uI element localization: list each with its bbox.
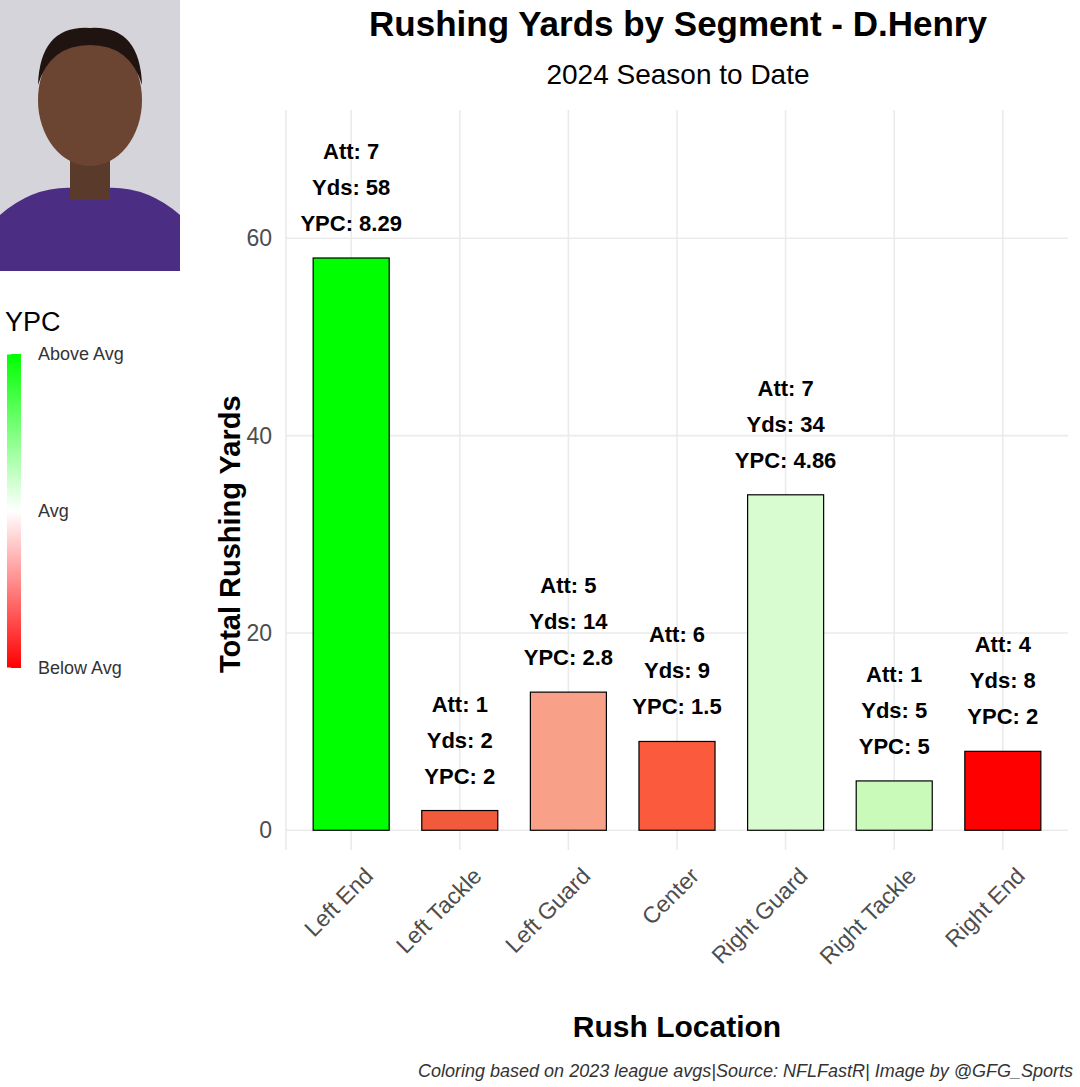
x-tick-label: Left End [299,863,378,942]
category-grid-line [676,110,678,850]
x-tick-label: Left Tackle [391,863,487,959]
bar [422,811,498,831]
colorbar-tick [7,668,11,669]
data-label: Att: 7 [323,139,379,164]
data-label: Att: 4 [975,632,1032,657]
colorbar-label: Below Avg [38,658,122,678]
chart: 0 20 40 60 Att: 7 Yds: 58 YPC: 8.29 Att: 1 Yds: … [0,0,1080,1087]
caption: Coloring based on 2023 league avgs|Sourc… [418,1061,1073,1081]
data-label: Att: 1 [432,692,488,717]
player-photo [0,0,180,271]
photo-shoulders [0,188,180,271]
x-tick-label: Right Tackle [814,863,921,970]
background [0,0,1080,1087]
y-tick-label: 0 [259,817,272,843]
data-label: Att: 7 [758,376,814,401]
y-tick-label: 60 [246,225,272,251]
data-labels: Att: 7 Yds: 58 YPC: 8.29 Att: 1 Yds: 2 YPC: 2… [300,139,1038,789]
colorbar-label: Avg [38,501,69,521]
title: Rushing Yards by Segment - D.Henry [369,4,987,43]
colorbar-label: Above Avg [38,344,124,364]
data-label: Yds: 34 [746,412,825,437]
y-axis-line [286,110,287,850]
bars [313,258,1041,830]
y-axis-title: Total Rushing Yards [214,395,246,673]
bar [748,495,824,830]
x-axis-title: Rush Location [573,1010,781,1043]
data-label: YPC: 5 [859,734,930,759]
data-label: Att: 6 [649,622,705,647]
x-tick-label: Center [637,862,704,929]
data-label: Yds: 2 [427,728,493,753]
data-label: Yds: 5 [861,698,927,723]
colorbar [7,354,21,668]
y-tick-label: 20 [246,620,272,646]
data-label: Att: 1 [866,662,922,687]
x-tick-label: Right Guard [706,863,812,969]
bar [313,258,389,830]
colorbar-tick [7,511,11,512]
colorbar-title: YPC [5,307,61,337]
category-grid-line [1002,110,1004,850]
data-label: YPC: 2.8 [524,645,613,670]
x-tick-label: Right End [940,863,1030,953]
data-label: Att: 5 [540,573,596,598]
bar [965,751,1041,830]
data-label: Yds: 14 [529,609,608,634]
data-label: YPC: 1.5 [632,694,721,719]
data-label: YPC: 2 [424,764,495,789]
photo-ground [0,0,180,271]
y-tick-label: 40 [246,423,272,449]
data-label: YPC: 2 [967,704,1038,729]
colorbar-legend: YPC Above Avg Avg Below Avg [5,307,124,678]
bar [856,781,932,830]
photo-hair [38,28,142,85]
data-label: Yds: 8 [970,668,1036,693]
data-label: YPC: 4.86 [735,448,837,473]
data-label: YPC: 8.29 [300,211,402,236]
bar [639,741,715,830]
colorbar-tick [7,354,11,355]
x-tick-label: Left Guard [500,863,595,958]
bar [530,692,606,830]
grid [286,110,1068,850]
data-label: Yds: 9 [644,658,710,683]
data-label: Yds: 58 [312,175,390,200]
subtitle: 2024 Season to Date [546,59,809,90]
